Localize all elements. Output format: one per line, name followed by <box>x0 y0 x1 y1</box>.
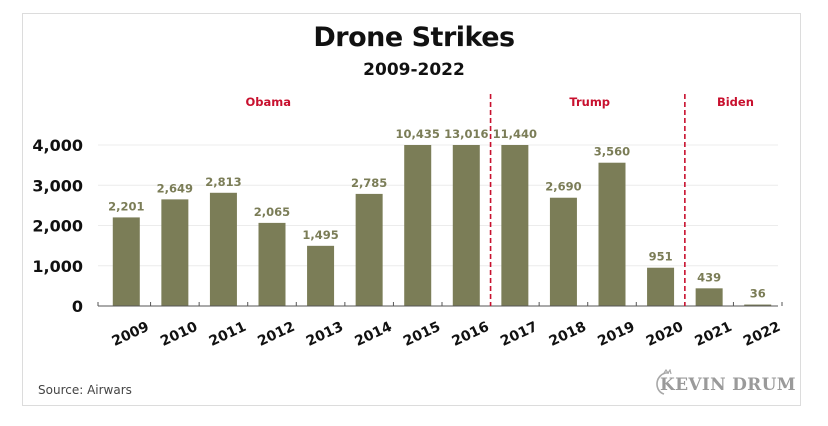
bar-2021 <box>695 288 723 306</box>
era-label-trump: Trump <box>569 95 610 109</box>
x-tick-label: 2014 <box>352 319 394 350</box>
bar-2014 <box>355 193 383 306</box>
y-tick-label: 0 <box>72 297 83 316</box>
y-tick-label: 3,000 <box>32 176 83 195</box>
y-tick-label: 4,000 <box>32 136 83 155</box>
x-tick-label: 2019 <box>595 319 637 350</box>
data-label-2015: 10,435 <box>396 127 440 141</box>
cat-logo-icon <box>656 369 672 395</box>
y-tick-label: 2,000 <box>32 217 83 236</box>
bar-2016 <box>452 145 480 306</box>
data-label-2022: 36 <box>750 287 766 301</box>
data-label-2012: 2,065 <box>254 205 290 219</box>
source-note: Source: Airwars <box>38 383 132 397</box>
x-tick-label: 2011 <box>207 319 249 350</box>
bar-2018 <box>549 197 577 306</box>
x-tick-label: 2013 <box>304 319 346 350</box>
x-tick-label: 2015 <box>401 319 443 350</box>
bar-2022 <box>744 304 772 306</box>
data-label-2009: 2,201 <box>108 199 144 213</box>
bar-2015 <box>404 145 432 306</box>
data-label-2016: 13,016 <box>444 127 488 141</box>
data-label-2019: 3,560 <box>594 145 630 159</box>
data-label-2018: 2,690 <box>545 180 581 194</box>
bar-2009 <box>112 217 140 306</box>
x-tick-label: 2010 <box>158 319 200 350</box>
bar-2011 <box>209 192 237 306</box>
chart-subtitle: 2009-2022 <box>363 60 465 80</box>
x-tick-label: 2016 <box>450 319 492 350</box>
bar-2010 <box>161 199 189 306</box>
bar-2012 <box>258 222 286 306</box>
kevin-drum-logo: KEVIN DRUM <box>660 375 796 395</box>
bar-2017 <box>501 145 529 306</box>
data-label-2014: 2,785 <box>351 176 387 190</box>
data-label-2021: 439 <box>697 270 721 284</box>
x-tick-label: 2009 <box>110 319 152 350</box>
chart-title: Drone Strikes <box>313 22 515 53</box>
data-label-2011: 2,813 <box>205 175 241 189</box>
data-label-2017: 11,440 <box>493 127 537 141</box>
x-tick-label: 2017 <box>498 319 540 350</box>
y-tick-label: 1,000 <box>32 257 83 276</box>
x-tick-label: 2021 <box>692 319 734 350</box>
data-label-2020: 951 <box>649 250 673 264</box>
x-tick-label: 2018 <box>547 319 589 350</box>
data-label-2010: 2,649 <box>157 181 193 195</box>
era-label-obama: Obama <box>246 95 292 109</box>
x-tick-label: 2020 <box>644 319 686 350</box>
data-label-2013: 1,495 <box>302 228 338 242</box>
bar-2020 <box>647 267 675 306</box>
bar-2019 <box>598 162 626 306</box>
x-tick-label: 2012 <box>255 319 297 350</box>
bar-2013 <box>307 245 335 306</box>
era-label-biden: Biden <box>717 95 754 109</box>
x-tick-label: 2022 <box>741 319 783 350</box>
